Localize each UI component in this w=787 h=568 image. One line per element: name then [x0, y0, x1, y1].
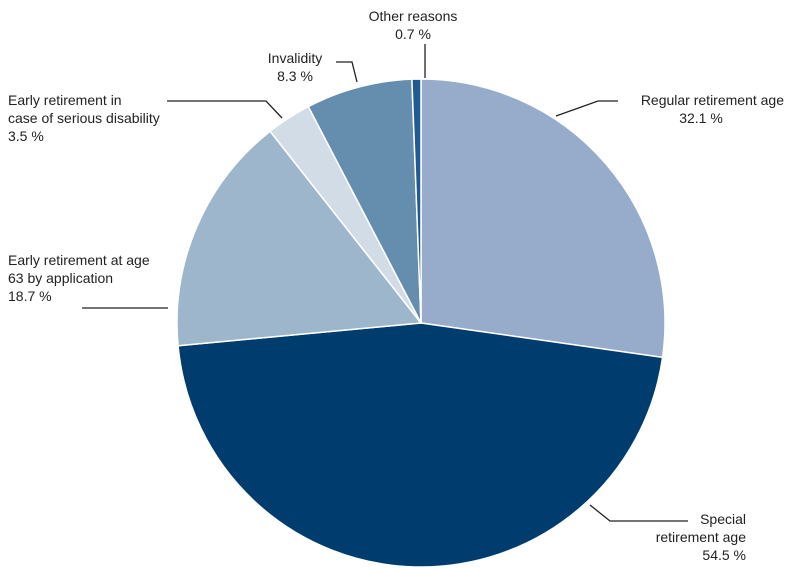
label-regular-retirement-name: Regular retirement age	[640, 92, 784, 108]
pie-slice-regular-retirement	[420, 78, 666, 359]
pie-slices	[176, 78, 666, 568]
label-special-retirement-line2: retirement age	[655, 529, 746, 545]
leader-line-regular	[555, 100, 618, 117]
leader-line-invalidity	[336, 61, 358, 83]
label-invalidity: Invalidity 8.3 %	[255, 49, 335, 85]
pie-slice-other-reasons	[411, 78, 422, 324]
label-early-disability-line1: Early retirement in	[8, 92, 122, 108]
leader-line-disability	[167, 100, 283, 119]
label-early-63-line1: Early retirement at age	[8, 252, 150, 268]
label-early-disability-value: 3.5 %	[8, 128, 44, 144]
label-other-reasons-name: Other reasons	[368, 8, 458, 24]
label-other-reasons-value: 0.7 %	[395, 26, 431, 42]
label-regular-retirement: Regular retirement age 32.1 %	[618, 91, 784, 127]
leader-line-special	[589, 504, 688, 522]
leader-lines	[82, 44, 688, 522]
label-special-retirement-value: 54.5 %	[702, 547, 746, 563]
label-other-reasons: Other reasons 0.7 %	[358, 7, 468, 43]
label-regular-retirement-value: 32.1 %	[679, 110, 723, 126]
label-special-retirement: Special retirement age 54.5 %	[620, 510, 746, 564]
label-early-63: Early retirement at age 63 by applicatio…	[8, 251, 150, 305]
label-invalidity-name: Invalidity	[267, 50, 323, 66]
label-invalidity-value: 8.3 %	[277, 68, 313, 84]
pie-slice-special-retirement	[177, 322, 664, 568]
pie-slice-invalidity	[307, 78, 422, 324]
label-early-disability-line2: case of serious disability	[8, 110, 160, 126]
label-special-retirement-line1: Special	[700, 511, 746, 527]
label-early-disability: Early retirement in case of serious disa…	[8, 91, 160, 145]
label-early-63-line2: 63 by application	[8, 270, 114, 286]
label-early-63-value: 18.7 %	[8, 288, 52, 304]
pie-slice-early-retirement-63	[176, 130, 422, 347]
